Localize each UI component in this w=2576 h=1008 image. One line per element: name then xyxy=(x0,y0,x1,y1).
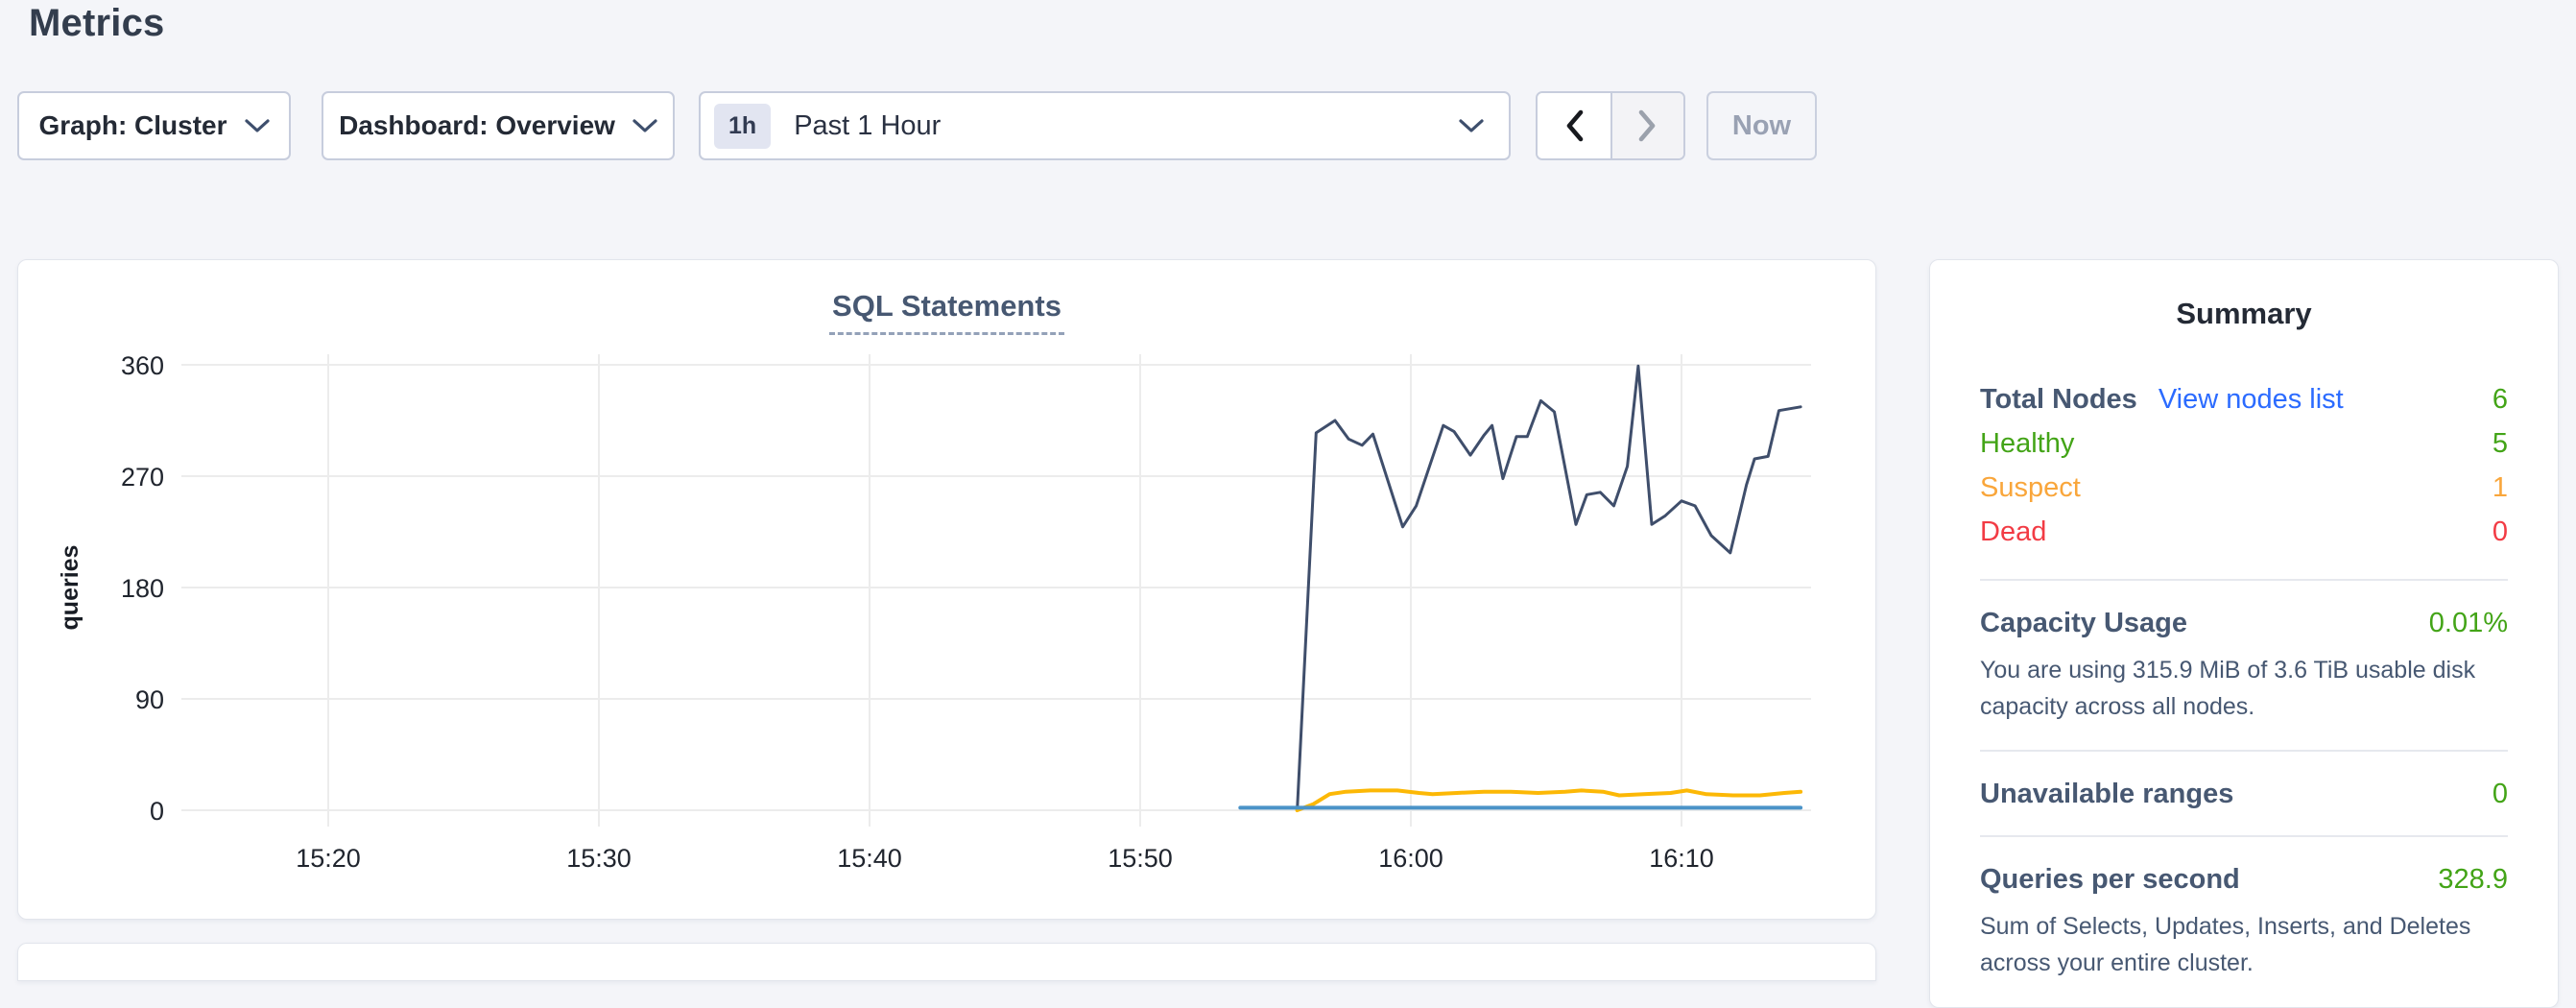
divider xyxy=(1980,579,2508,581)
chart-card: 0 90 180 270 360 15:20 15:30 15:40 15:50 16:00 16:… xyxy=(17,259,1876,920)
qps-label: Queries per second xyxy=(1980,864,2240,895)
unavailable-ranges-label: Unavailable ranges xyxy=(1980,779,2234,809)
y-axis-label: queries xyxy=(57,545,83,631)
healthy-label: Healthy xyxy=(1980,427,2075,459)
chart-title[interactable]: SQL Statements xyxy=(829,289,1064,335)
dashboard-dropdown-button[interactable]: Dashboard: Overview xyxy=(322,91,675,160)
dead-label: Dead xyxy=(1980,516,2047,547)
unavailable-ranges-value: 0 xyxy=(2492,779,2508,809)
capacity-usage-label: Capacity Usage xyxy=(1980,608,2187,638)
navy-line xyxy=(1296,364,1802,812)
dead-nodes-row: Dead 0 xyxy=(1980,510,2508,554)
x-tick-label: 15:40 xyxy=(837,844,902,873)
divider xyxy=(1980,835,2508,837)
summary-panel: Summary Total Nodes View nodes list 6 He… xyxy=(1929,259,2559,1008)
graph-dropdown-label: Graph: Cluster xyxy=(38,110,227,140)
time-range-label: Past 1 Hour xyxy=(794,109,942,141)
summary-title: Summary xyxy=(2176,297,2312,330)
graph-dropdown-button[interactable]: Graph: Cluster xyxy=(17,91,291,160)
y-tick-label: 360 xyxy=(121,351,164,380)
page-title: Metrics xyxy=(29,2,165,44)
chevron-down-icon xyxy=(632,118,657,132)
total-nodes-row: Total Nodes View nodes list 6 xyxy=(1980,377,2508,421)
x-tick-label: 15:20 xyxy=(296,844,361,873)
total-nodes-value: 6 xyxy=(2492,383,2508,415)
healthy-value: 5 xyxy=(2492,427,2508,459)
suspect-label: Suspect xyxy=(1980,471,2081,503)
chevron-right-icon xyxy=(1638,109,1656,142)
unavailable-ranges-section: Unavailable ranges 0 xyxy=(1980,752,2508,810)
healthy-nodes-row: Healthy 5 xyxy=(1980,421,2508,466)
capacity-usage-section: Capacity Usage 0.01% You are using 315.9… xyxy=(1980,581,2508,725)
toolbar: Graph: Cluster Dashboard: Overview 1h Pa… xyxy=(17,91,1817,160)
dashboard-dropdown-label: Dashboard: Overview xyxy=(339,110,615,140)
suspect-value: 1 xyxy=(2492,471,2508,503)
chart-title-row: SQL Statements xyxy=(18,289,1875,335)
sql-statements-chart[interactable]: 0 90 180 270 360 15:20 15:30 15:40 15:50 16:00 16:… xyxy=(18,260,1877,921)
suspect-nodes-row: Suspect 1 xyxy=(1980,466,2508,510)
qps-value: 328.9 xyxy=(2438,864,2508,895)
x-tick-label: 15:30 xyxy=(566,844,632,873)
capacity-usage-value: 0.01% xyxy=(2428,608,2508,638)
capacity-usage-description: You are using 315.9 MiB of 3.6 TiB usabl… xyxy=(1980,657,2476,720)
qps-description: Sum of Selects, Updates, Inserts, and De… xyxy=(1980,913,2471,976)
time-nav-back-button[interactable] xyxy=(1538,93,1610,158)
chevron-down-icon xyxy=(1459,118,1484,132)
yellow-line xyxy=(1295,788,1803,812)
time-nav-group xyxy=(1536,91,1685,160)
metrics-page: Metrics Graph: Cluster Dashboard: Overvi… xyxy=(17,2,2559,1008)
node-status-section: Total Nodes View nodes list 6 Healthy 5 … xyxy=(1980,377,2508,554)
chevron-left-icon xyxy=(1566,109,1584,142)
view-nodes-list-link[interactable]: View nodes list xyxy=(2158,383,2344,415)
now-button[interactable]: Now xyxy=(1706,91,1817,160)
x-tick-label: 16:00 xyxy=(1378,844,1443,873)
x-tick-label: 15:50 xyxy=(1108,844,1173,873)
chevron-down-icon xyxy=(244,118,270,132)
qps-section: Queries per second 328.9 Sum of Selects,… xyxy=(1980,837,2508,981)
y-tick-label: 90 xyxy=(135,685,164,714)
y-tick-label: 0 xyxy=(150,797,164,826)
y-tick-label: 180 xyxy=(121,574,164,603)
next-chart-card xyxy=(17,943,1876,981)
divider xyxy=(1980,750,2508,752)
y-tick-label: 270 xyxy=(121,463,164,492)
time-nav-forward-button[interactable] xyxy=(1610,93,1683,158)
total-nodes-label: Total Nodes xyxy=(1980,383,2137,415)
x-tick-label: 16:10 xyxy=(1649,844,1714,873)
time-range-badge: 1h xyxy=(714,103,772,149)
time-range-selector[interactable]: 1h Past 1 Hour xyxy=(699,91,1511,160)
dead-value: 0 xyxy=(2492,516,2508,547)
